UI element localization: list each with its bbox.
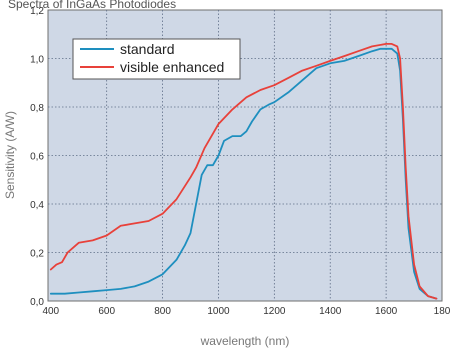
y-tick-label: 0,6 (30, 152, 44, 163)
y-axis-label: Sensitivity (A/W) (3, 111, 17, 199)
legend-label-visible-enhanced: visible enhanced (120, 59, 224, 75)
legend: standard visible enhanced (72, 38, 241, 80)
legend-box (72, 38, 241, 80)
y-tick-label: 0,0 (30, 297, 44, 308)
legend-label-standard: standard (120, 41, 174, 57)
y-tick-label: 0,2 (30, 249, 44, 260)
y-tick-label: 1,2 (30, 6, 44, 17)
x-tick-label: 180 (434, 306, 451, 317)
x-tick-label: 600 (98, 306, 115, 317)
y-tick-label: 0,8 (30, 103, 44, 114)
y-tick-label: 1,0 (30, 55, 44, 66)
series-line-visible-enhanced (49, 43, 438, 300)
x-tick-label: 800 (154, 306, 171, 317)
x-tick-label: 1600 (375, 306, 398, 317)
x-axis-label: wavelength (nm) (200, 334, 290, 348)
x-tick-label: 400 (42, 306, 59, 317)
series-line-standard (49, 47, 438, 300)
chart-title: Spectra of InGaAs Photodiodes (8, 0, 176, 11)
gridlines (48, 10, 442, 301)
y-tick-label: 0,4 (30, 200, 44, 211)
x-tick-label: 1000 (207, 306, 230, 317)
axis-ticks: 400 600 800 1000 1200 1400 1600 180 0,0 0,2 0,4 0,6… (30, 6, 451, 317)
series-lines (49, 43, 438, 300)
x-tick-label: 1200 (263, 306, 286, 317)
x-tick-label: 1400 (319, 306, 342, 317)
